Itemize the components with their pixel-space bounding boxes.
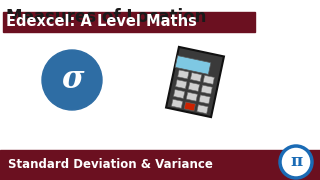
Polygon shape xyxy=(197,105,208,114)
Bar xyxy=(0,150,320,180)
Polygon shape xyxy=(201,85,212,94)
Polygon shape xyxy=(203,75,214,84)
Polygon shape xyxy=(172,99,183,108)
Polygon shape xyxy=(176,80,187,89)
Text: Edexcel: A Level Maths: Edexcel: A Level Maths xyxy=(6,15,197,30)
Bar xyxy=(3,12,255,32)
Text: σ: σ xyxy=(62,64,84,94)
Circle shape xyxy=(280,146,312,178)
Polygon shape xyxy=(188,82,200,91)
Polygon shape xyxy=(173,89,185,98)
Polygon shape xyxy=(178,70,189,79)
Polygon shape xyxy=(199,95,210,104)
Polygon shape xyxy=(190,73,202,82)
Circle shape xyxy=(42,50,102,110)
Polygon shape xyxy=(186,92,197,101)
Text: Standard Deviation & Variance: Standard Deviation & Variance xyxy=(8,159,213,172)
Text: Measures of Location: Measures of Location xyxy=(6,8,206,26)
Text: π: π xyxy=(290,154,302,170)
Polygon shape xyxy=(175,56,211,74)
Polygon shape xyxy=(166,47,224,117)
Polygon shape xyxy=(184,102,196,111)
